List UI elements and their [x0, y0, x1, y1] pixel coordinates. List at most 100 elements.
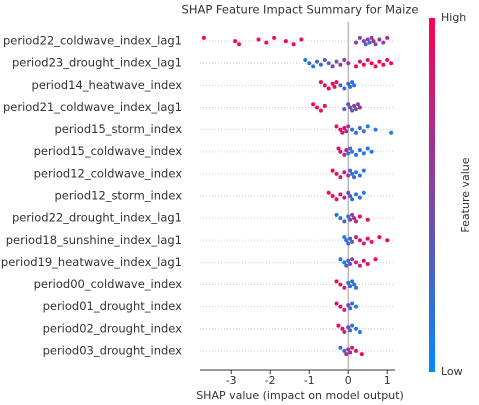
shap-point — [346, 347, 351, 352]
shap-point — [357, 105, 362, 110]
shap-point — [334, 212, 339, 217]
shap-point — [367, 40, 372, 45]
shap-point — [354, 326, 358, 331]
shap-point — [365, 236, 370, 241]
shap-point — [389, 61, 394, 66]
shap-point — [348, 328, 353, 333]
shap-point — [350, 301, 355, 306]
shap-point — [348, 284, 353, 289]
shap-point — [318, 62, 323, 67]
shap-point — [365, 217, 370, 222]
shap-point — [361, 151, 366, 156]
shap-point — [377, 37, 382, 42]
shap-point — [326, 190, 331, 195]
shap-point — [326, 61, 331, 66]
shap-point — [338, 216, 343, 221]
shap-point — [315, 105, 319, 110]
shap-point — [318, 108, 323, 113]
shap-point — [233, 39, 238, 44]
shap-point — [322, 58, 327, 62]
shap-point — [307, 61, 312, 66]
shap-point — [315, 59, 319, 64]
y-tick-label: period02_drought_index — [43, 321, 183, 335]
shap-point — [346, 190, 351, 195]
shap-point — [283, 39, 288, 44]
shap-point — [377, 59, 382, 64]
shap-point — [361, 129, 366, 134]
shap-point — [346, 81, 351, 86]
shap-point — [264, 40, 269, 45]
shap-point — [344, 148, 349, 153]
shap-point — [346, 258, 351, 263]
shap-point — [357, 126, 362, 130]
shap-point — [350, 108, 355, 113]
shap-point — [344, 263, 349, 268]
shap-point — [311, 102, 316, 107]
shap-point — [365, 146, 370, 151]
shap-point — [354, 304, 358, 309]
y-tick-label: period22_coldwave_index_lag1 — [3, 34, 182, 48]
shap-point — [338, 83, 343, 88]
shap-point — [361, 190, 366, 195]
shap-point — [338, 62, 343, 67]
shap-point — [357, 238, 362, 243]
shap-point — [357, 195, 362, 200]
shap-point — [354, 130, 358, 135]
x-tick-label: 1 — [384, 374, 391, 387]
shap-point — [348, 194, 353, 198]
shap-point — [354, 107, 358, 112]
shap-point — [350, 239, 355, 244]
shap-point — [365, 58, 370, 62]
y-tick-label: period22_drought_index_lag1 — [12, 211, 182, 225]
shap-point — [354, 235, 358, 240]
shap-point — [389, 130, 394, 135]
shap-point — [342, 58, 347, 62]
shap-point — [357, 263, 362, 268]
y-tick-label: period19_heatwave_index_lag1 — [1, 255, 182, 269]
shap-point — [352, 216, 357, 221]
shap-point — [338, 345, 343, 350]
shap-point — [350, 212, 355, 217]
shap-point — [342, 126, 347, 130]
shap-point — [357, 59, 362, 64]
shap-point — [346, 303, 351, 308]
shap-point — [330, 168, 335, 173]
colorbar-label: Feature value — [459, 157, 472, 232]
shap-point — [342, 235, 347, 240]
shap-point — [342, 152, 347, 157]
shap-point — [330, 64, 335, 69]
shap-point — [385, 35, 390, 40]
x-tick-label: -1 — [304, 374, 315, 387]
shap-point — [342, 285, 347, 290]
shap-point — [354, 285, 358, 290]
y-tick-label: period21_coldwave_index_lag1 — [3, 100, 182, 114]
shap-point — [348, 350, 353, 355]
shap-point — [373, 127, 378, 132]
shap-point — [357, 35, 362, 40]
shap-point — [334, 59, 339, 64]
colorbar-high: High — [441, 11, 466, 24]
shap-point — [348, 146, 353, 151]
shap-point — [342, 330, 347, 334]
shap-point — [342, 260, 347, 265]
shap-point — [355, 102, 360, 107]
shap-point — [334, 80, 339, 85]
shap-point — [354, 260, 358, 265]
shap-point — [346, 241, 351, 246]
shap-point — [363, 42, 368, 47]
shap-point — [350, 80, 355, 85]
shap-point — [359, 352, 364, 357]
shap-point — [354, 192, 358, 197]
shap-point — [352, 175, 357, 180]
x-tick-label: 0 — [345, 374, 352, 387]
shap-point — [385, 58, 390, 62]
shap-point — [346, 173, 351, 178]
shap-point — [340, 326, 345, 331]
shap-point — [332, 84, 337, 89]
shap-point — [311, 64, 316, 69]
y-tick-label: period01_drought_index — [43, 299, 183, 313]
shap-point — [346, 325, 351, 330]
shap-point — [381, 40, 386, 45]
shap-point — [336, 146, 341, 151]
shap-point — [326, 86, 331, 91]
